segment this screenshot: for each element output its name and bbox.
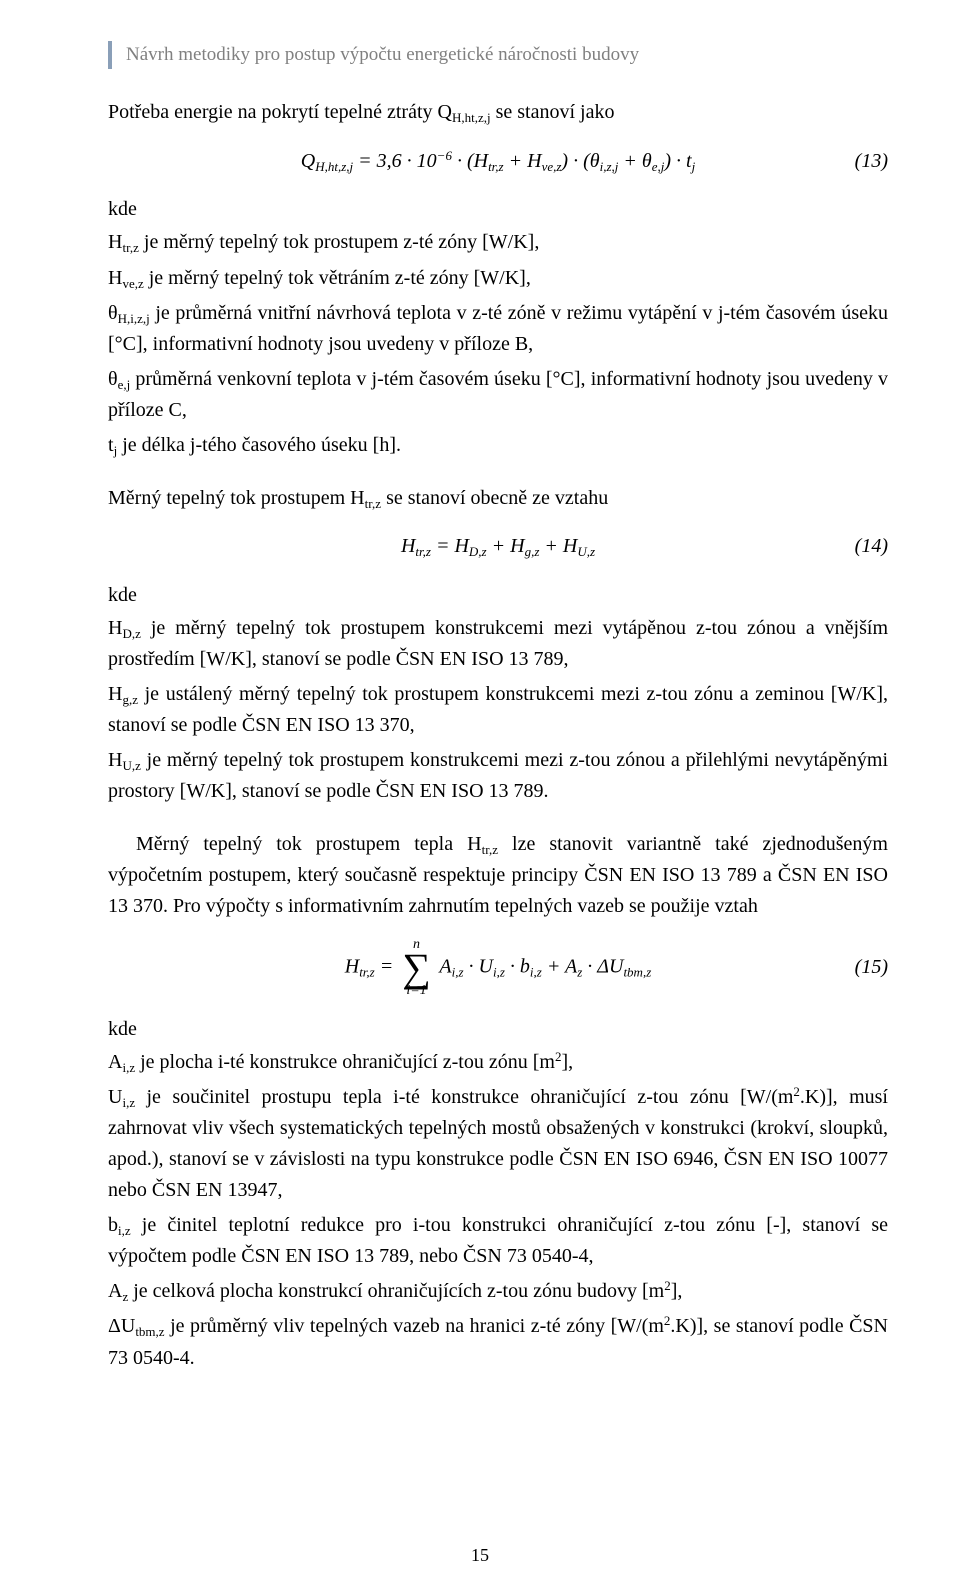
- intro-paragraph-3: Měrný tepelný tok prostupem tepla Htr,z …: [108, 829, 888, 922]
- kde-1: kde: [108, 194, 888, 225]
- def-HUz: HU,z je měrný tepelný tok prostupem kons…: [108, 745, 888, 807]
- equation-15-number: (15): [855, 952, 888, 983]
- header-title: Návrh metodiky pro postup výpočtu energe…: [126, 40, 639, 69]
- def-HDz: HD,z je měrný tepelný tok prostupem kons…: [108, 613, 888, 675]
- intro-paragraph-2: Měrný tepelný tok prostupem Htr,z se sta…: [108, 483, 888, 514]
- def-theta-Hizj: θH,i,z,j je průměrná vnitřní návrhová te…: [108, 298, 888, 360]
- def-Hgz: Hg,z je ustálený měrný tepelný tok prost…: [108, 679, 888, 741]
- def-Az: Az je celková plocha konstrukcí ohraniču…: [108, 1276, 888, 1307]
- def-Uiz: Ui,z je součinitel prostupu tepla i-té k…: [108, 1082, 888, 1206]
- kde-2: kde: [108, 580, 888, 611]
- equation-13: QH,ht,z,j = 3,6 · 10−6 · (Htr,z + Hve,z)…: [108, 134, 888, 188]
- page-number: 15: [0, 1542, 960, 1570]
- def-Aiz: Ai,z je plocha i-té konstrukce ohraničuj…: [108, 1047, 888, 1078]
- def-dUtbmz: ΔUtbm,z je průměrný vliv tepelných vazeb…: [108, 1311, 888, 1373]
- kde-3: kde: [108, 1014, 888, 1045]
- equation-14: Htr,z = HD,z + Hg,z + HU,z (14): [108, 520, 888, 574]
- equation-15: Htr,z = n∑i=1 Ai,z · Ui,z · bi,z + Az · …: [108, 928, 888, 1008]
- equation-13-number: (13): [855, 146, 888, 177]
- def-Htrz: Htr,z je měrný tepelný tok prostupem z-t…: [108, 227, 888, 258]
- def-tj: tj je délka j-tého časového úseku [h].: [108, 430, 888, 461]
- equation-14-number: (14): [855, 531, 888, 562]
- header-accent-bar: [108, 41, 112, 69]
- intro-paragraph-1: Potřeba energie na pokrytí tepelné ztrát…: [108, 97, 888, 128]
- page-header: Návrh metodiky pro postup výpočtu energe…: [108, 40, 888, 69]
- def-theta-ej: θe,j průměrná venkovní teplota v j-tém č…: [108, 364, 888, 426]
- def-biz: bi,z je činitel teplotní redukce pro i-t…: [108, 1210, 888, 1272]
- def-Hvez: Hve,z je měrný tepelný tok větráním z-té…: [108, 263, 888, 294]
